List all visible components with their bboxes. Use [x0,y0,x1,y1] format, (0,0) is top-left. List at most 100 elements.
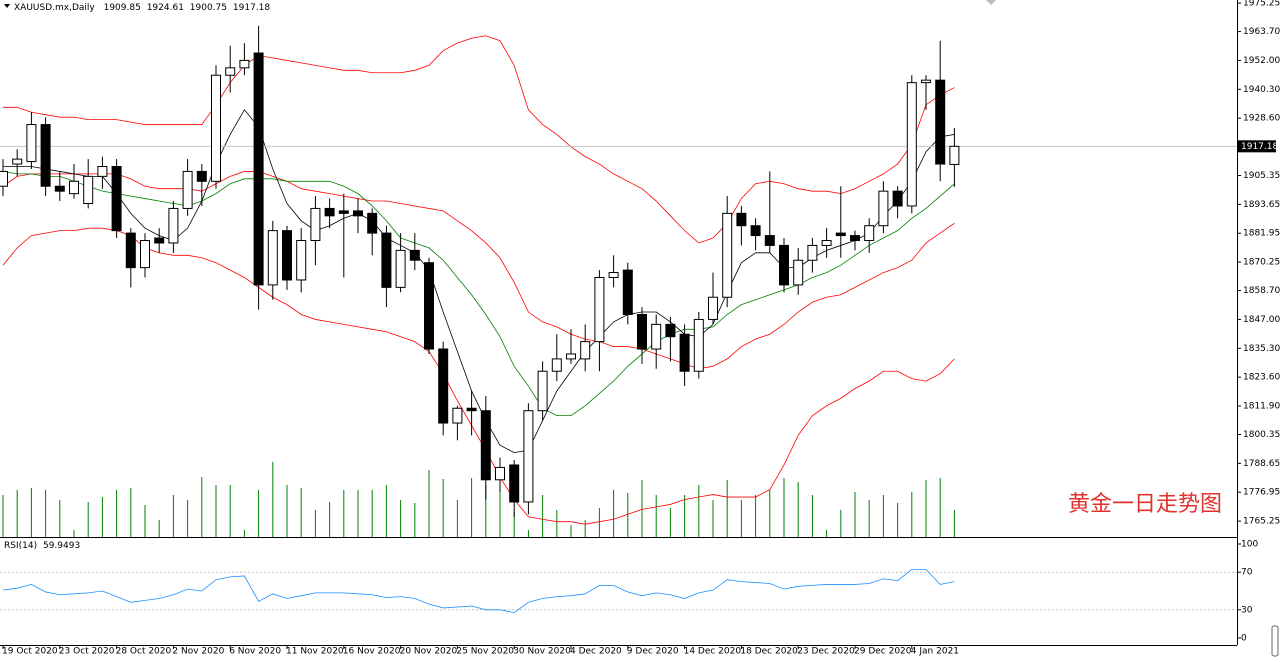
candle-body [949,145,960,165]
candle-body [395,249,406,288]
candle-body [821,240,832,246]
rsi-tick-label: 100 [1241,540,1258,550]
candle-body [367,212,378,234]
x-tick-label: 28 Oct 2020 [116,647,172,657]
y-tick-label: 1835.30 [1243,344,1280,354]
menu-arrow[interactable] [4,4,10,8]
y-tick-label: 1893.65 [1243,200,1280,210]
y-tick-label: 1952.00 [1243,56,1280,66]
x-tick-label: 23 Dec 2020 [797,647,855,657]
rsi-name: RSI(14) [4,541,37,551]
candle-body [182,170,193,209]
scroll-handle[interactable] [1271,625,1279,657]
candle-body [750,225,761,237]
candle-body [693,318,704,372]
candle-body [622,269,633,316]
x-tick-label: 16 Nov 2020 [343,647,401,657]
candle-body [353,210,363,217]
x-tick-label: 4 Jan 2021 [911,647,959,657]
rsi-tick-label: 0 [1241,634,1247,644]
y-tick-label: 1905.35 [1243,171,1280,181]
x-tick-label: 23 Oct 2020 [59,647,115,657]
candle-body [722,212,733,298]
candle-body [679,333,690,372]
y-tick-label: 1963.70 [1243,27,1280,37]
close: 1917.18 [233,3,270,13]
candle-body [26,124,37,163]
candle-body [12,158,23,165]
y-tick-label: 1811.90 [1243,402,1280,412]
x-tick-label: 6 Nov 2020 [229,647,281,657]
x-tick-label: 25 Nov 2020 [456,647,514,657]
indicator-line [2,171,955,370]
open: 1909.85 [104,3,141,13]
candle-body [239,59,250,69]
candle-body [140,240,150,269]
candle-body [637,314,647,350]
candle-body [935,79,946,165]
candle-body [878,190,889,227]
candle-body [282,230,292,281]
candle-body [438,348,449,424]
x-tick-label: 20 Nov 2020 [400,647,458,657]
x-tick-label: 14 Dec 2020 [684,647,742,657]
candle-body [509,464,520,503]
candle-body [267,230,278,286]
candle-body [594,277,605,343]
candle-body [40,124,51,187]
candle-body [0,170,8,187]
candle-body [850,235,860,242]
y-tick-label: 1928.60 [1243,114,1280,124]
y-tick-label: 1870.25 [1243,258,1280,268]
candle-body [480,410,491,481]
candle-body [906,82,917,207]
candle-body [154,237,165,244]
candle-body [736,212,747,227]
x-tick-label: 9 Dec 2020 [627,647,679,657]
candle-body [409,249,420,261]
y-tick-label: 1788.65 [1243,459,1280,469]
y-tick-label: 1823.60 [1243,373,1280,383]
candle-body [338,210,349,214]
x-tick-label: 2 Nov 2020 [172,647,224,657]
candle-body [892,190,903,207]
low: 1900.75 [190,3,227,13]
x-tick-label: 29 Dec 2020 [854,647,912,657]
rsi-value: 59.9493 [43,541,80,551]
y-tick-label: 1765.25 [1243,517,1280,527]
high: 1924.61 [147,3,184,13]
candle-body [835,232,846,237]
chart-header: XAUUSD.mx,Daily 1909.85 1924.61 1900.75 … [14,3,270,13]
rsi-header: RSI(14) 59.9493 [4,541,80,551]
shift-marker [986,0,996,5]
candle-body [69,180,79,195]
candle-body [793,259,804,286]
candle-body [764,235,775,246]
candle-body [921,79,931,84]
candle-body [708,296,718,320]
candle-body [54,185,65,192]
x-tick-label: 4 Dec 2020 [570,647,622,657]
candle-body [807,244,818,261]
price-tag-label: 1917.18 [1241,142,1278,152]
x-tick-label: 11 Nov 2020 [286,647,344,657]
y-tick-label: 1940.30 [1243,85,1280,95]
candle-body [125,232,136,269]
candle-body [523,410,534,503]
candle-body [424,262,434,350]
candle-body [665,323,676,338]
candle-body [168,207,179,244]
candle-body [324,207,335,217]
candle-body [466,407,477,412]
x-tick-label: 19 Oct 2020 [2,647,58,657]
indicator-line [2,171,955,417]
candle-body [580,341,591,360]
x-tick-label: 30 Nov 2020 [513,647,571,657]
y-tick-label: 1800.35 [1243,430,1280,440]
candle-body [225,67,236,76]
rsi-line [2,568,955,614]
candle-body [551,358,562,372]
symbol: XAUUSD.mx,Daily [14,3,95,13]
candle-body [310,207,321,242]
y-tick-label: 1847.00 [1243,315,1280,325]
